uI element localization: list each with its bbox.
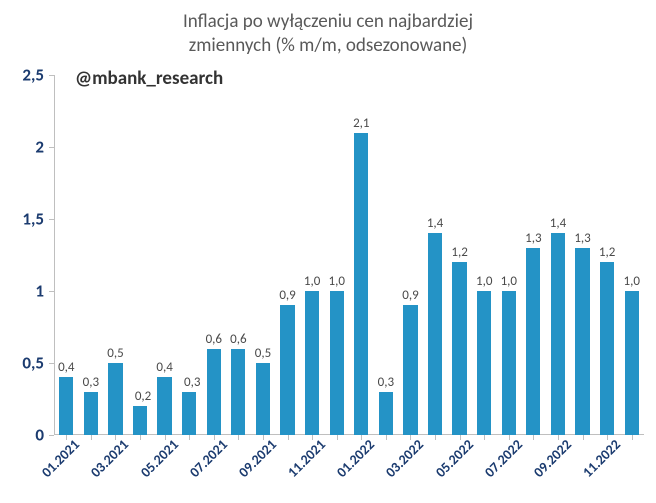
x-tick-label: 07.2022	[481, 436, 526, 481]
x-tick-label: 07.2021	[186, 436, 231, 481]
y-tick-label: 1,5	[22, 209, 44, 230]
x-tick-label: 01.2022	[333, 436, 378, 481]
y-tick-label: 2	[35, 137, 44, 158]
bar	[428, 233, 442, 435]
bar	[477, 291, 491, 435]
bar	[575, 248, 589, 435]
x-tick-label: 01.2021	[38, 436, 83, 481]
y-tick-mark	[49, 147, 54, 148]
bar-value-label: 0,9	[266, 288, 310, 303]
x-tick-mark	[189, 435, 190, 440]
x-tick-mark	[533, 435, 534, 440]
bar-value-label: 1,0	[610, 274, 654, 289]
y-tick-label: 1	[35, 281, 44, 302]
x-tick-mark	[435, 435, 436, 440]
x-tick-mark	[386, 435, 387, 440]
x-tick-label: 09.2021	[235, 436, 280, 481]
bar	[182, 392, 196, 435]
chart-title-line2: zmiennych (% m/m, odsezonowane)	[189, 34, 468, 57]
bar	[231, 349, 245, 435]
bar-value-label: 1,4	[536, 216, 580, 231]
x-tick-mark	[288, 435, 289, 440]
chart-title-line1: Inflacja po wyłączeniu cen najbardziej	[183, 10, 473, 33]
y-tick-label: 0	[35, 425, 44, 446]
plot-area: 0,40,30,50,20,40,30,60,60,50,91,01,02,10…	[54, 75, 644, 435]
x-tick-mark	[140, 435, 141, 440]
bar-value-label: 0,6	[216, 332, 260, 347]
bar-value-label: 0,5	[241, 346, 285, 361]
x-tick-label: 09.2022	[530, 436, 575, 481]
y-tick-label: 0,5	[22, 353, 44, 374]
bar-value-label: 1,0	[315, 274, 359, 289]
x-tick-label: 03.2021	[88, 436, 133, 481]
y-tick-label: 2,5	[22, 65, 44, 86]
bar	[526, 248, 540, 435]
y-axis: 00,511,522,5	[0, 75, 54, 435]
bar-value-label: 1,4	[413, 216, 457, 231]
bar	[305, 291, 319, 435]
bar	[502, 291, 516, 435]
x-tick-label: 05.2022	[432, 436, 477, 481]
y-tick-mark	[49, 75, 54, 76]
bar-value-label: 0,3	[364, 375, 408, 390]
bar	[379, 392, 393, 435]
bar-value-label: 1,2	[438, 245, 482, 260]
bar-value-label: 1,0	[487, 274, 531, 289]
y-tick-mark	[49, 219, 54, 220]
bar-value-label: 1,3	[561, 231, 605, 246]
bar	[133, 406, 147, 435]
bar	[207, 349, 221, 435]
bar-value-label: 0,9	[388, 288, 432, 303]
x-tick-label: 11.2022	[579, 436, 624, 481]
bar	[330, 291, 344, 435]
x-tick-mark	[632, 435, 633, 440]
bar	[551, 233, 565, 435]
inflation-chart: Inflacja po wyłączeniu cen najbardziej z…	[0, 0, 656, 503]
x-tick-mark	[484, 435, 485, 440]
y-tick-mark	[49, 291, 54, 292]
bar-value-label: 0,3	[69, 375, 113, 390]
x-tick-label: 03.2022	[383, 436, 428, 481]
bar	[256, 363, 270, 435]
bar	[625, 291, 639, 435]
x-tick-mark	[337, 435, 338, 440]
x-tick-label: 11.2021	[284, 436, 329, 481]
y-axis-line	[54, 75, 55, 435]
x-tick-mark	[583, 435, 584, 440]
bar-value-label: 0,4	[44, 360, 88, 375]
bar	[280, 305, 294, 435]
x-tick-label: 05.2021	[137, 436, 182, 481]
bar-value-label: 0,4	[143, 360, 187, 375]
x-tick-mark	[91, 435, 92, 440]
chart-title: Inflacja po wyłączeniu cen najbardziej z…	[0, 0, 656, 66]
watermark: @mbank_research	[75, 67, 223, 90]
bar-value-label: 2,1	[339, 116, 383, 131]
bar	[403, 305, 417, 435]
x-axis: 01.202103.202105.202107.202109.202111.20…	[54, 435, 644, 503]
bar-value-label: 1,3	[511, 231, 555, 246]
bar	[84, 392, 98, 435]
x-tick-mark	[238, 435, 239, 440]
bar-value-label: 1,2	[585, 245, 629, 260]
bar-value-label: 0,5	[93, 346, 137, 361]
